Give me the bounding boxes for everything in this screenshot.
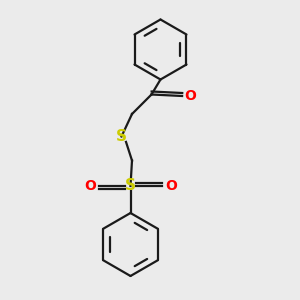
Text: O: O <box>84 179 96 193</box>
Text: O: O <box>184 89 196 103</box>
Text: S: S <box>116 129 127 144</box>
Text: S: S <box>125 178 136 194</box>
Text: O: O <box>165 179 177 193</box>
